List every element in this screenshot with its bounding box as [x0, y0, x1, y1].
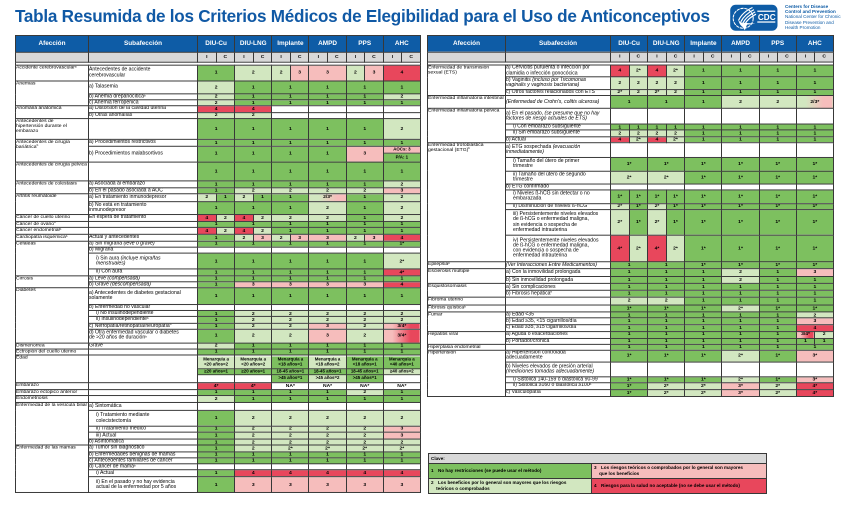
svg-text:CDC: CDC — [758, 13, 776, 22]
